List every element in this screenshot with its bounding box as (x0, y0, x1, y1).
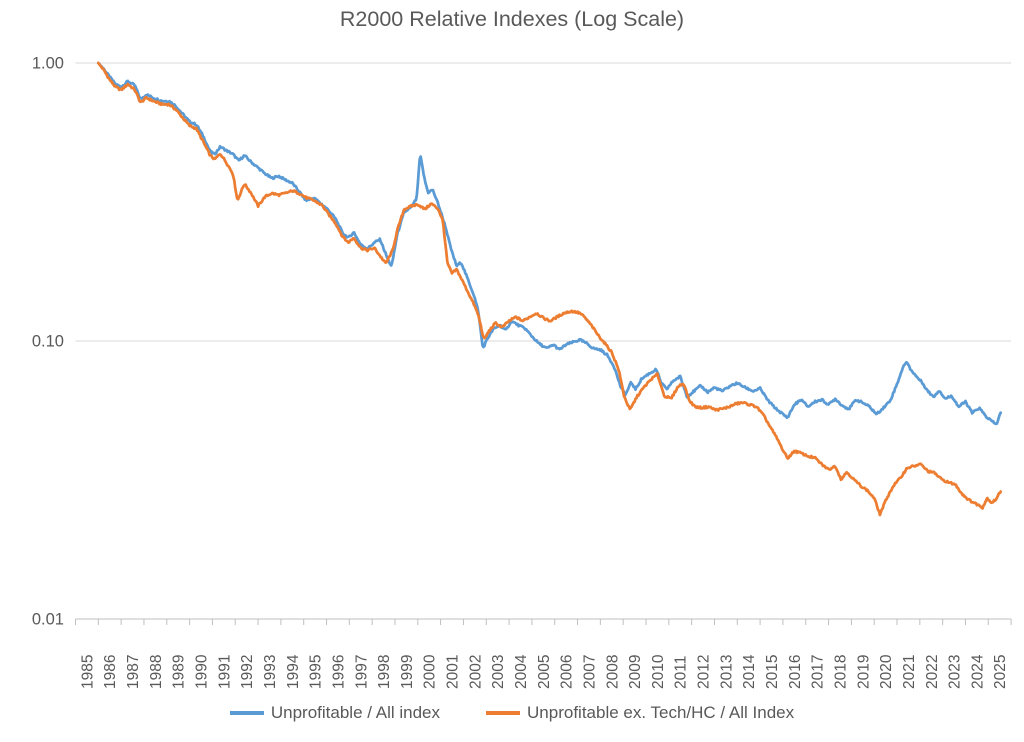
y-axis-label: 1.00 (32, 55, 64, 73)
series-line-unprofitable (96, 61, 1003, 426)
x-axis-year-label: 2008 (604, 655, 621, 689)
x-axis-year-label: 2015 (764, 655, 781, 689)
x-axis-year-label: 2024 (969, 654, 986, 689)
legend-item-unprofitable: Unprofitable / All index (229, 701, 441, 725)
x-axis-year-label: 2019 (855, 655, 872, 689)
x-axis-year-label: 2021 (901, 655, 918, 689)
x-axis-year-label: 2010 (650, 654, 667, 689)
x-axis-year-label: 1990 (194, 654, 211, 689)
y-axis-label: 0.01 (32, 611, 64, 629)
x-axis-year-label: 2022 (924, 655, 941, 689)
x-axis-year-label: 1997 (353, 655, 370, 689)
legend-label: Unprofitable ex. Tech/HC / All Index (527, 703, 795, 722)
x-axis-year-label: 2000 (422, 654, 439, 689)
x-axis-year-label: 2020 (878, 654, 895, 689)
chart-legend: Unprofitable / All index Unprofitable ex.… (0, 701, 1024, 725)
x-axis-year-label: 2016 (787, 655, 804, 689)
legend-label: Unprofitable / All index (270, 703, 441, 722)
x-axis-year-label: 1991 (216, 655, 233, 689)
x-axis-year-label: 2018 (833, 655, 850, 689)
x-axis-year-label: 2006 (559, 655, 576, 689)
y-axis-label: 0.10 (32, 333, 64, 351)
x-axis-year-label: 1996 (330, 655, 347, 689)
x-axis-year-label: 1992 (239, 655, 256, 689)
x-axis-year-label: 2004 (513, 654, 530, 689)
x-axis-year-label: 1986 (102, 655, 119, 689)
x-axis-year-label: 1998 (376, 655, 393, 689)
x-axis-year-label: 2025 (992, 655, 1009, 689)
x-axis-year-label: 2023 (947, 655, 964, 689)
x-axis-year-label: 2009 (627, 655, 644, 689)
x-axis-year-label: 2012 (696, 655, 713, 689)
chart-title: R2000 Relative Indexes (Log Scale) (339, 7, 685, 31)
x-axis-year-label: 2017 (810, 655, 827, 689)
x-axis-year-label: 1987 (125, 655, 142, 689)
x-axis-year-label: 2005 (536, 655, 553, 689)
x-axis-year-label: 1999 (399, 655, 416, 689)
series-line-unprofitable-ex-techhc (96, 61, 1003, 517)
legend-line-swatch (486, 711, 521, 715)
x-axis-year-label: 1988 (148, 655, 165, 689)
x-axis-year-label: 2013 (718, 655, 735, 689)
x-axis-year-label: 2014 (741, 654, 758, 689)
x-axis-year-label: 1989 (171, 655, 188, 689)
x-axis-year-label: 2001 (445, 655, 462, 689)
x-axis-year-label: 1993 (262, 655, 279, 689)
legend-line-swatch (229, 711, 264, 715)
x-axis-year-label: 2011 (673, 656, 690, 689)
x-axis-year-label: 1995 (308, 655, 325, 689)
x-axis-year-label: 2002 (467, 655, 484, 689)
x-axis-year-label: 2007 (582, 655, 599, 689)
legend-item-unprofitable-ex-techhc: Unprofitable ex. Tech/HC / All Index (486, 701, 794, 725)
x-axis-year-label: 1994 (285, 654, 302, 689)
x-axis-year-label: 2003 (490, 655, 507, 689)
x-axis-year-label: 1985 (79, 655, 96, 689)
